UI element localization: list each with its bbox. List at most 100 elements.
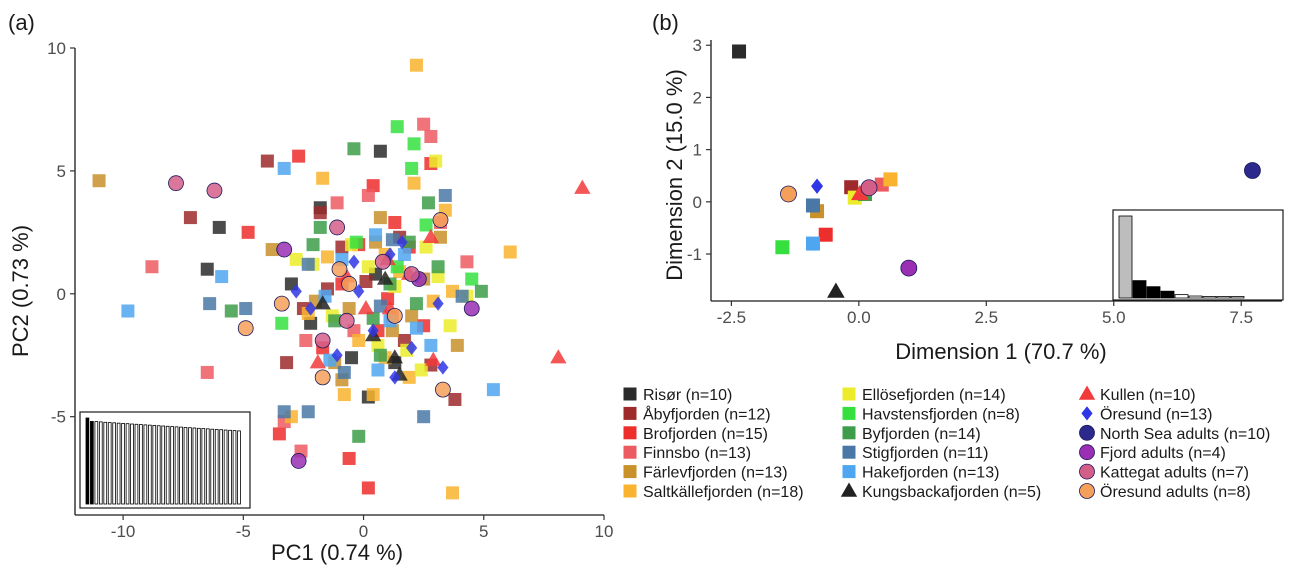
legend-label-ris-r-n-10: Risør (n=10) (643, 387, 732, 404)
inset-a-bar (130, 423, 134, 505)
panel-b-point-north-sea-adults-n-10 (1244, 162, 1261, 179)
panel-b-y-tick-label: -1 (687, 245, 702, 264)
inset-b-bar (1160, 290, 1175, 299)
inset-a-bar (116, 422, 121, 505)
inset-b-bar (1174, 294, 1189, 299)
legend-key-kattegat-adults-n-7 (1079, 463, 1095, 480)
panel-a-point-stigfjorden-n-11 (455, 289, 469, 303)
panel-a-point-abyfjorden-n-12 (280, 356, 294, 370)
panel-a-point-fjord-adults-n-4 (276, 241, 293, 258)
inset-b-bar (1146, 286, 1161, 299)
panel-a-point-stigfjorden-n-11 (301, 405, 315, 419)
panel-a-point-stigfjorden-n-11 (277, 405, 291, 419)
panel-b-points (732, 44, 1261, 298)
panel-a-point-stigfjorden-n-11 (203, 297, 217, 311)
legend-key-hakefjorden-n-13 (842, 465, 856, 479)
panel-a-point-kattegat-adults-n-7 (168, 175, 184, 192)
panel-a-point-farlevfjorden-n-13 (342, 302, 356, 316)
panel-a-point-oresund-adults-n-8 (331, 261, 348, 278)
inset-a-bar (188, 427, 192, 505)
panel-a-point-kungsbackafjorden-n-5 (386, 349, 403, 364)
panel-a-point-finnsbo-n-13 (330, 196, 344, 210)
inset-a-bar (90, 421, 94, 505)
panel-a-point-abyfjorden-n-12 (359, 275, 373, 288)
panel-a-point-stigfjorden-n-11 (438, 188, 452, 202)
panel-a-axes: -10 -5 0 5 10 -5 0 5 10 (47, 39, 613, 541)
inset-a-bar (201, 428, 206, 505)
pca-panel-a: -10 -5 0 5 10 -5 0 5 10 PC1 (0.74 %) PC2 (0.73 %… (8, 39, 613, 565)
panel-a-point-kullen-n-10 (357, 300, 375, 315)
panel-a-point-kullen-n-10 (550, 349, 567, 364)
legend-label-farlevfjorden-n-13: Färlevfjorden (n=13) (643, 465, 788, 482)
panel-a-point-byfjorden-n-14 (366, 311, 380, 325)
inset-b-bar (1118, 215, 1133, 299)
panel-a-point-brofjorden-n-15 (366, 179, 380, 193)
panel-a-point-abyfjorden-n-12 (397, 333, 411, 347)
legend-label-oresund-n-13: Öresund (n=13) (1100, 405, 1213, 423)
panel-a-point-stigfjorden-n-11 (385, 233, 399, 247)
panel-a-point-ellosefjorden-n-14 (419, 240, 433, 254)
panel-a-x-tick-label: 0 (359, 522, 368, 541)
panel-a-point-ris-r-n-10 (200, 262, 214, 276)
legend-key-oresund-adults-n-8 (1079, 483, 1095, 499)
panel-a-point-ris-r-n-10 (345, 351, 359, 365)
panel-a-point-hakefjorden-n-13 (121, 304, 135, 318)
panel-a-point-finnsbo-n-13 (145, 260, 159, 274)
panel-b-point-fjord-adults-n-4 (900, 259, 918, 277)
panel-a-point-havstensfjorden-n-8 (275, 316, 289, 330)
inset-b-bar (1132, 280, 1147, 299)
panel-a-point-finnsbo-n-13 (200, 365, 214, 379)
legend-key-finnsbo-n-13 (623, 445, 637, 459)
panel-a-point-fjord-adults-n-4 (290, 453, 307, 469)
legend: Risør (n=10)Åbyfjorden (n=12) Brofjorden … (623, 385, 1270, 501)
panel-a-point-oresund-n-13 (432, 296, 444, 311)
panel-b-y-tick-label: 1 (693, 141, 702, 160)
panel-b-eigen-inset (1112, 209, 1284, 301)
panel-a-point-oresund-adults-n-8 (273, 295, 290, 312)
panel-a-x-tick-label: 5 (479, 522, 488, 541)
panel-a-point-oresund-n-13 (389, 370, 401, 385)
panel-a-point-finnsbo-n-13 (417, 117, 431, 131)
panel-a-point-byfjorden-n-14 (474, 284, 488, 298)
panel-b-axes: -2.5 0.0 2.5 5.0 7.5 -1 0 1 2 3 (687, 36, 1282, 327)
inset-a-bar (179, 426, 183, 505)
inset-a-bar (205, 428, 210, 505)
panel-a-point-kullen-n-10 (422, 228, 440, 243)
legend-label-kullen-n-10: Kullen (n=10) (1100, 387, 1196, 404)
panel-a-point-finnsbo-n-13 (460, 255, 474, 269)
inset-a-bar (237, 430, 241, 505)
inset-a-bar (228, 429, 232, 505)
inset-a-bar (156, 425, 161, 505)
panel-b-point-kattegat-adults-n-7 (860, 179, 878, 197)
inset-a-bar (134, 423, 139, 505)
panel-b-point-kungsbackafjorden-n-5 (827, 282, 845, 298)
legend-item-abyfjorden-n-12: Åbyfjorden (n=12) (623, 404, 771, 423)
panel-a-point-farlevfjorden-n-13 (92, 174, 106, 188)
panel-a-point-byfjorden-n-14 (421, 196, 435, 210)
legend-item-fjord-adults-n-4: Fjord adults (n=4) (1079, 444, 1226, 462)
legend-key-fjord-adults-n-4 (1079, 444, 1095, 461)
panel-a-point-saltkallefjorden-n-18 (409, 58, 423, 72)
panel-b-x-tick-label: 7.5 (1229, 308, 1253, 327)
legend-key-kungsbackafjorden-n-5 (840, 482, 858, 497)
legend-label-kungsbackafjorden-n-5: Kungsbackafjorden (n=5) (862, 484, 1041, 501)
legend-key-stigfjorden-n-11 (842, 445, 856, 459)
legend-key-oresund-n-13 (1081, 406, 1093, 421)
panel-b-y-tick-label: 2 (693, 88, 702, 107)
panel-a-point-byfjorden-n-14 (373, 348, 387, 362)
panel-a-point-havstensfjorden-n-8 (419, 218, 433, 232)
inset-a-bar (107, 422, 112, 505)
panel-a-y-tick-label: 10 (47, 39, 66, 58)
panel-a-point-oresund-adults-n-8 (314, 369, 331, 386)
inset-b-bar (1230, 296, 1245, 299)
panel-a-point-oresund-n-13 (331, 348, 343, 363)
panel-a-point-hakefjorden-n-13 (371, 363, 385, 377)
inset-b-bar (1202, 296, 1217, 299)
panel-a-x-axis-title: PC1 (0.74 %) (271, 540, 403, 565)
inset-a-bar (219, 429, 223, 505)
legend-label-havstensfjorden-n-8: Havstensfjorden (n=8) (862, 406, 1020, 423)
inset-a-bar (94, 421, 99, 505)
legend-item-kullen-n-10: Kullen (n=10) (1078, 385, 1196, 404)
legend-item-oresund-adults-n-8: Öresund adults (n=8) (1079, 483, 1251, 501)
